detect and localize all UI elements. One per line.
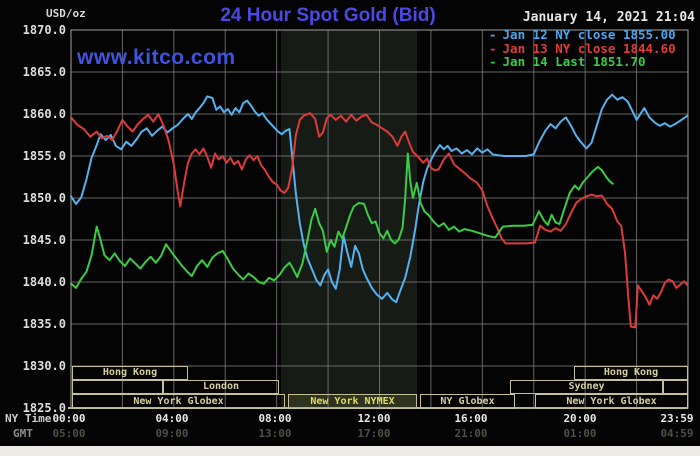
x-axis-tick-ny: 08:00 xyxy=(258,412,292,425)
legend-dash-jan13: - xyxy=(489,40,497,56)
x-axis-tick-ny: 16:00 xyxy=(454,412,488,425)
x-axis-tick-ny: 20:00 xyxy=(563,412,597,425)
y-axis-tick: 1840.0 xyxy=(22,275,66,289)
y-axis-tick: 1825.0 xyxy=(22,401,66,415)
series-line-jan-14 xyxy=(70,152,614,289)
x-axis-tick-ny: 04:00 xyxy=(155,412,189,425)
legend-dash-jan12: - xyxy=(489,27,497,42)
x-axis-tick-ny: 23:59 xyxy=(660,412,694,425)
legend-item-jan13: - Jan 13 NY close 1844.60 xyxy=(489,40,676,56)
legend-label-jan13: Jan 13 NY close 1844.60 xyxy=(502,40,676,56)
bottom-border-strip xyxy=(0,446,700,456)
y-axis-tick: 1870.0 xyxy=(22,23,66,37)
legend-item-jan14: - Jan 14 Last 1851.70 xyxy=(489,55,676,69)
y-axis-tick: 1865.0 xyxy=(22,65,66,79)
y-axis-tick: 1855.0 xyxy=(22,149,66,163)
legend-dash-jan14: - xyxy=(489,54,497,69)
x-axis-tick-gmt: 05:00 xyxy=(52,427,86,440)
legend-label-jan12: Jan 12 NY close 1855.00 xyxy=(502,27,676,42)
legend-label-jan14: Jan 14 Last 1851.70 xyxy=(502,54,646,69)
session-bar-ny-globex: NY Globex xyxy=(420,394,515,409)
x-axis-tick-gmt: 17:00 xyxy=(357,427,391,440)
session-bar-sydney: Sydney xyxy=(510,380,663,394)
legend: - Jan 12 NY close 1855.00 - Jan 13 NY clos… xyxy=(489,28,676,69)
y-axis-tick: 1845.0 xyxy=(22,233,66,247)
y-axis-tick: 1850.0 xyxy=(22,191,66,205)
x-axis-tick-ny: 12:00 xyxy=(357,412,391,425)
x-axis-tick-gmt: 09:00 xyxy=(155,427,189,440)
y-axis-tick: 1860.0 xyxy=(22,107,66,121)
x-axis-tick-gmt: 01:00 xyxy=(563,427,597,440)
session-bar-new-york-nymex: New York NYMEX xyxy=(288,394,417,409)
series-line-jan-13 xyxy=(70,112,689,329)
x-axis-tick-ny: 00:00 xyxy=(52,412,86,425)
legend-item-jan12: - Jan 12 NY close 1855.00 xyxy=(489,28,676,42)
series-line-jan-12 xyxy=(70,93,689,304)
x-axis-tick-gmt: 13:00 xyxy=(258,427,292,440)
chart-title: 24 Hour Spot Gold (Bid) xyxy=(220,5,436,26)
session-bar-new-york-globex: New York Globex xyxy=(535,394,688,409)
kitco-watermark-link[interactable]: www.kitco.com xyxy=(77,46,236,69)
y-axis-tick: 1830.0 xyxy=(22,359,66,373)
gmt-axis-label: GMT xyxy=(13,427,33,440)
x-axis-tick-gmt: 04:59 xyxy=(660,427,694,440)
session-bar-segment xyxy=(663,380,688,394)
session-bar-hong-kong: Hong Kong xyxy=(72,366,188,380)
session-bar-hong-kong: Hong Kong xyxy=(574,366,688,380)
y-axis-unit-label: USD/oz xyxy=(46,7,86,20)
session-bar-segment xyxy=(72,380,163,394)
session-bar-new-york-globex: New York Globex xyxy=(72,394,285,409)
ny-time-axis-label: NY Time xyxy=(5,412,52,425)
x-axis-tick-gmt: 21:00 xyxy=(454,427,488,440)
session-bar-london: London xyxy=(163,380,279,394)
datetime-label: January 14, 2021 21:04 xyxy=(522,10,695,25)
y-axis-tick: 1835.0 xyxy=(22,317,66,331)
